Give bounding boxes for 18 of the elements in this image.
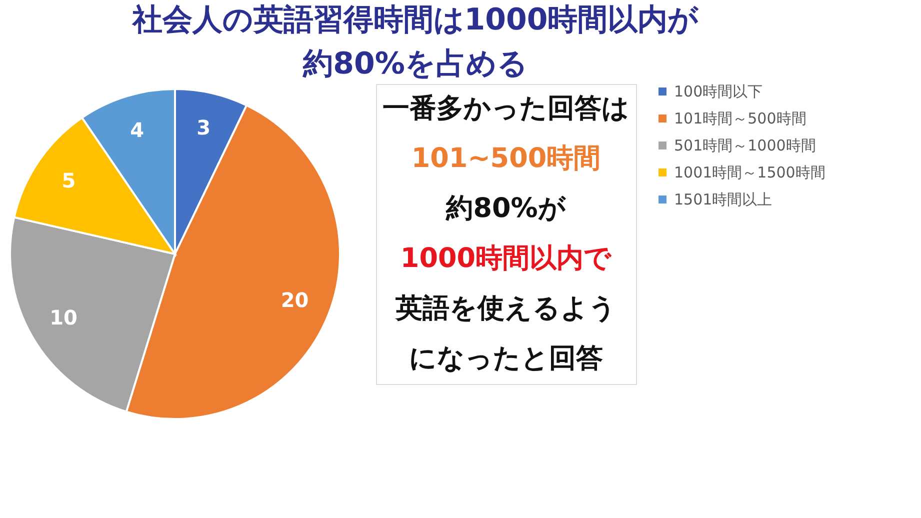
data-label: 4 (130, 118, 144, 142)
text: になったと回答 (409, 343, 603, 374)
legend-label: 1501時間以上 (674, 190, 772, 208)
legend-label: 101時間～500時間 (674, 110, 806, 128)
data-label: 5 (62, 168, 76, 192)
text: 英語を使えるよう (394, 293, 616, 324)
text: 約80%を占める (303, 46, 528, 82)
legend-label: 100時間以下 (674, 82, 763, 100)
text: 社会人の英語習得時間は1000時間以内が (132, 2, 699, 38)
legend-label: 501時間～1000時間 (674, 136, 816, 154)
text: 約80%が (445, 193, 567, 224)
data-label: 3 (196, 116, 211, 140)
data-label: 20 (280, 288, 309, 312)
text: 1000時間以内で (400, 243, 613, 274)
legend-label: 1001時間～1500時間 (674, 164, 826, 182)
text: 101~500時間 (411, 143, 601, 174)
text: 一番多かった回答は (382, 93, 630, 124)
data-label: 10 (50, 305, 78, 330)
